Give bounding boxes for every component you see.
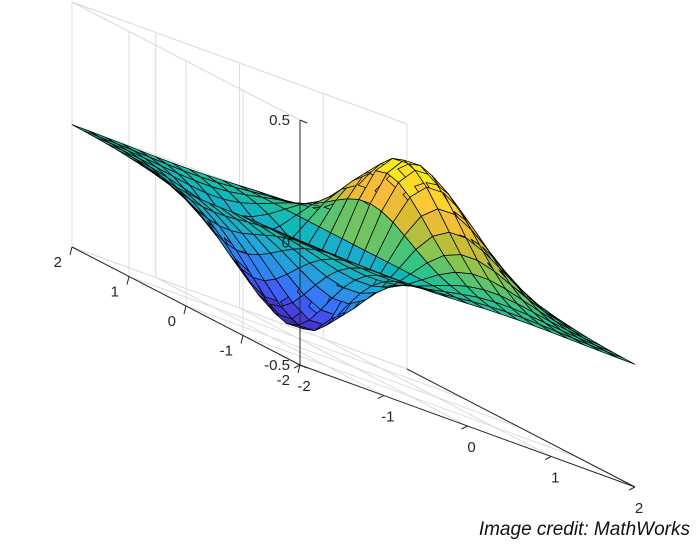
y-tick [240, 335, 244, 344]
x-tick-label: 1 [551, 470, 559, 487]
y-tick [297, 364, 301, 374]
y-tick-label: 1 [111, 284, 119, 301]
x-tick [628, 486, 636, 491]
x-tick [377, 395, 384, 399]
y-tick-label: 0 [168, 313, 176, 330]
floor-grid-y [128, 276, 465, 399]
box-top-left-edge [71, 1, 301, 121]
x-tick-label: 2 [635, 500, 643, 517]
x-tick-label: -1 [381, 409, 394, 426]
y-tick-label: 2 [54, 254, 62, 271]
image-credit: Image credit: MathWorks [478, 519, 690, 540]
x-tick [545, 456, 552, 460]
z-tick [299, 242, 308, 246]
z-tick [299, 364, 308, 369]
x-tick-label: -2 [297, 378, 310, 395]
z-tick [299, 119, 308, 124]
x-tick [293, 364, 301, 369]
floor-grid-y [242, 335, 579, 458]
y-tick [126, 276, 130, 285]
y-tick-label: -1 [220, 343, 233, 360]
back-wall-right-grid-z [71, 246, 408, 370]
x-tick [461, 425, 468, 430]
y-tick [183, 305, 187, 315]
box-front-right-edge [406, 368, 636, 488]
y-tick-label: -2 [277, 372, 290, 389]
y-tick [69, 246, 73, 256]
floor-grid-y [185, 305, 522, 429]
x-tick-label: 0 [467, 439, 475, 456]
box-top-right-edge [71, 1, 408, 125]
z-tick-label: 0.5 [269, 112, 290, 129]
z-tick-label: -0.5 [264, 357, 290, 374]
surface-patch [606, 351, 636, 365]
z-tick-label: 0 [282, 235, 290, 252]
